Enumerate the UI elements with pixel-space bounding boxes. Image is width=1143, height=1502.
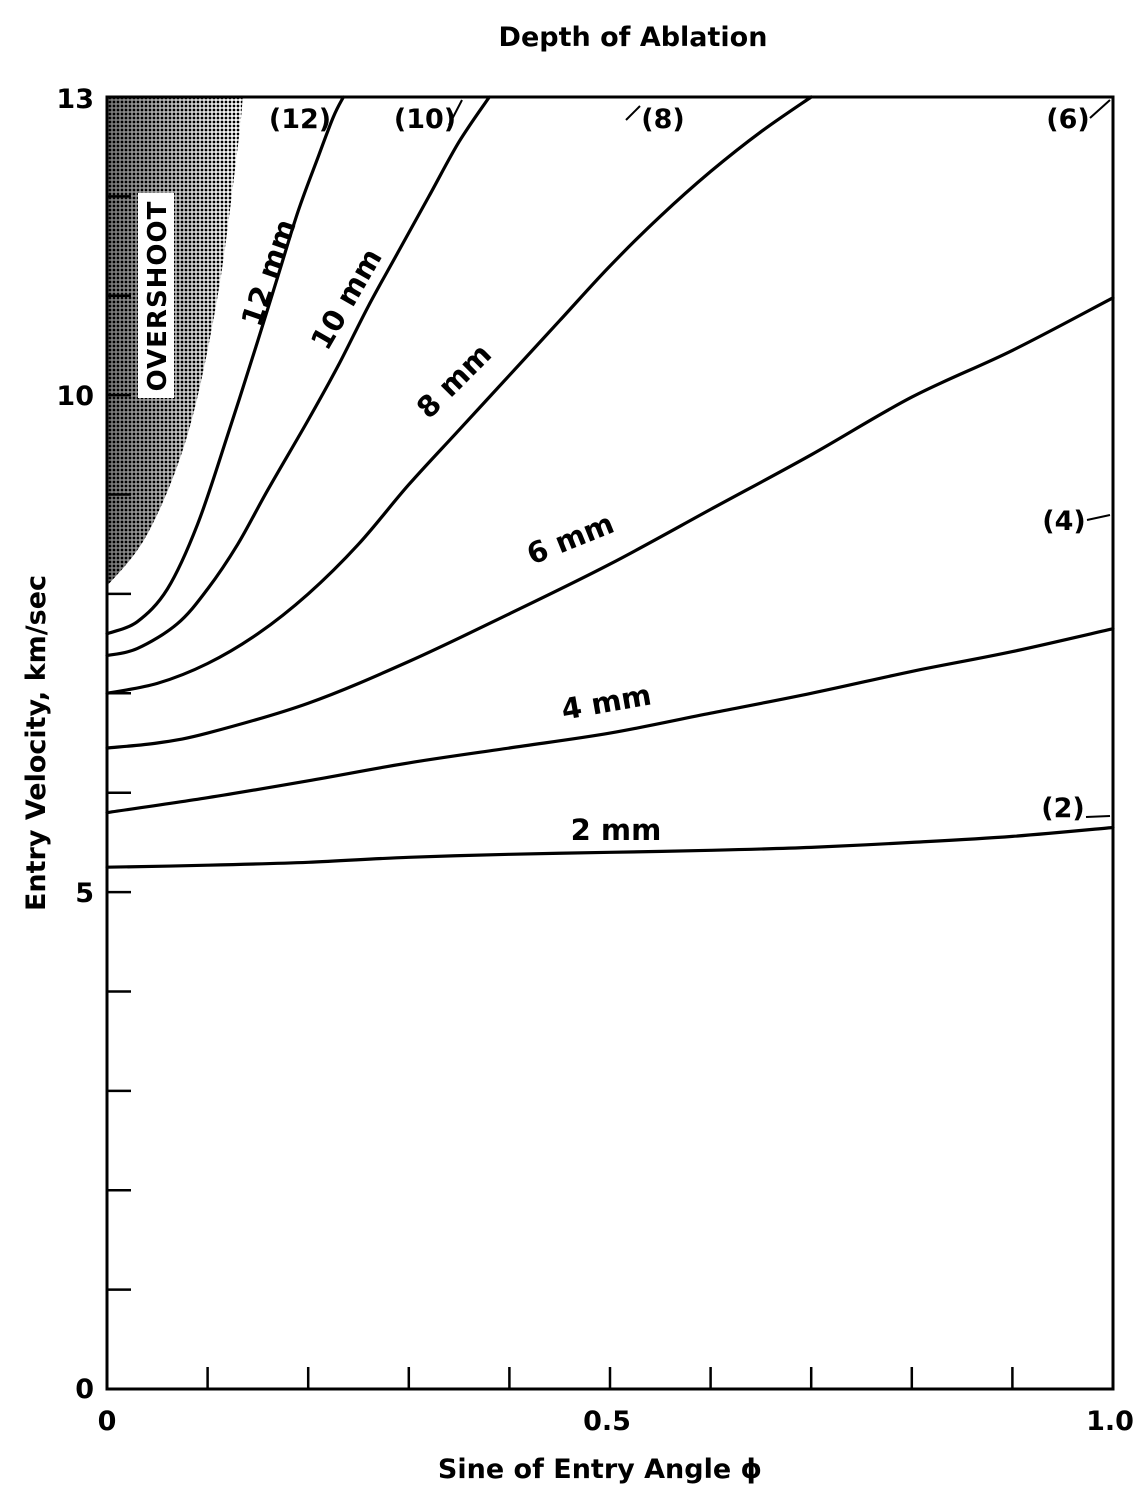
curve-label-6mm: 6 mm [522,506,619,572]
curve-12mm [105,95,345,636]
leader-2 [1085,815,1111,818]
overshoot-region-shade [107,97,243,586]
x-axis-label: Sine of Entry Angle ϕ [438,1454,762,1485]
chart-title: Depth of Ablation [499,22,768,53]
leader-6 [1089,99,1111,119]
y-axis-label: Entry Velocity, km/sec [21,575,52,911]
edge-label-10: (10) [394,104,456,135]
curve-label-2mm: 2 mm [571,813,662,847]
leader-8 [625,105,641,121]
curve-2mm [105,825,1115,869]
curve-label-10mm: 10 mm [304,242,389,355]
curve-8mm [105,95,813,695]
edge-label-8: (8) [641,104,684,135]
leader-4 [1086,514,1111,521]
edge-label-2: (2) [1041,793,1084,824]
overshoot-label-box [138,193,174,398]
curve-6mm [105,296,1115,750]
edge-label-6: (6) [1046,104,1089,135]
curve-label-8mm: 8 mm [410,337,498,425]
y-tick-label: 13 [56,84,94,115]
curve-label-12mm: 12 mm [234,215,302,331]
ticks-layer [107,195,1014,1389]
y-tick-label: 10 [56,381,94,412]
curve-label-4mm: 4 mm [559,678,654,727]
plot-frame [105,95,1115,1391]
curve-10mm [105,95,491,658]
overshoot-region-layer [107,97,243,586]
x-tick-label: 1.0 [1086,1406,1134,1437]
y-tick-label: 5 [75,878,94,909]
overshoot-label: OVERSHOOT [143,201,173,392]
x-tick-label: 0.5 [583,1406,631,1437]
edge-label-12: (12) [269,104,331,135]
edge-label-4: (4) [1042,506,1085,537]
curves-layer [105,95,1115,869]
x-tick-label: 0 [98,1406,117,1437]
y-tick-label: 0 [75,1374,94,1405]
leader-10 [448,99,463,126]
curve-4mm [105,627,1115,815]
